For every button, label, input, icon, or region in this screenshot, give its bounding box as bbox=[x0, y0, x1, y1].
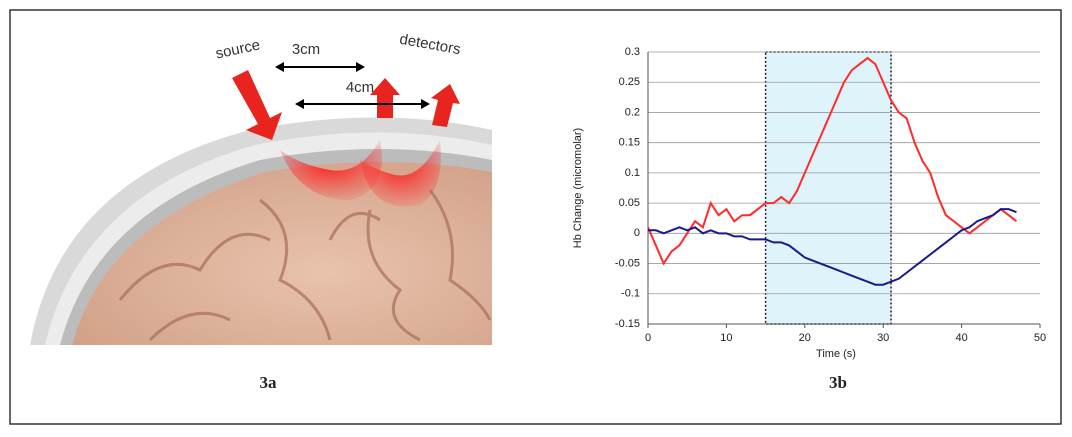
caption: 3b bbox=[829, 373, 847, 392]
brain-illustration bbox=[30, 62, 492, 345]
x-tick-label: 0 bbox=[645, 332, 651, 344]
caption: 3a bbox=[260, 373, 278, 392]
x-tick-label: 10 bbox=[720, 332, 732, 344]
y-tick-label: 0.25 bbox=[619, 76, 640, 88]
x-axis-label: Time (s) bbox=[816, 348, 856, 360]
y-tick-label: 0.15 bbox=[619, 137, 640, 149]
detectors-label: detectors bbox=[398, 31, 462, 58]
distance-label: 3cm bbox=[292, 41, 320, 58]
y-tick-label: 0 bbox=[634, 227, 640, 239]
x-tick-label: 50 bbox=[1034, 332, 1046, 344]
y-tick-label: -0.05 bbox=[615, 257, 640, 269]
y-tick-label: 0.05 bbox=[619, 197, 640, 209]
stimulus-region bbox=[764, 51, 892, 325]
y-tick-label: 0.2 bbox=[625, 106, 640, 118]
frame bbox=[9, 9, 1062, 425]
y-tick-label: 0.1 bbox=[625, 167, 640, 179]
series-line bbox=[647, 56, 1018, 266]
x-tick-label: 40 bbox=[955, 332, 967, 344]
series-line bbox=[648, 208, 1017, 286]
y-tick-label: -0.15 bbox=[615, 318, 640, 330]
y-axis-label: Hb Change (micromolar) bbox=[572, 128, 584, 248]
x-tick-label: 20 bbox=[799, 332, 811, 344]
distance-label: 4cm bbox=[346, 79, 374, 96]
x-tick-label: 30 bbox=[877, 332, 889, 344]
y-tick-label: -0.1 bbox=[621, 288, 640, 300]
source-label: source bbox=[214, 36, 262, 62]
y-tick-label: 0.3 bbox=[625, 46, 640, 58]
